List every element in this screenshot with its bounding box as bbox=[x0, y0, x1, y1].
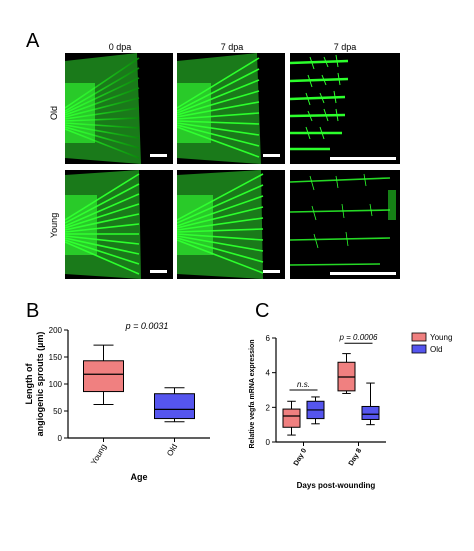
legend-label-old: Old bbox=[430, 345, 442, 354]
scale-bar bbox=[263, 154, 280, 157]
legend-label-young: Young bbox=[430, 333, 452, 342]
y-tick-label: 150 bbox=[49, 353, 63, 362]
scale-bar bbox=[150, 154, 167, 157]
y-tick-label: 4 bbox=[266, 369, 271, 378]
p-value-annotation: p = 0.0006 bbox=[338, 333, 378, 342]
x-tick-label: Young bbox=[89, 443, 108, 467]
x-tick-label: Day 8 bbox=[348, 447, 363, 467]
sprouts-image bbox=[290, 173, 396, 266]
fin-rays-image bbox=[65, 170, 141, 279]
box-young-box bbox=[83, 360, 124, 393]
y-tick-label: 200 bbox=[49, 326, 63, 335]
micrograph-old-7dpa bbox=[177, 53, 285, 164]
fin-rays-image bbox=[177, 170, 264, 279]
micrograph-young-7dpa bbox=[177, 170, 285, 279]
col-label-7dpa-a: 7 dpa bbox=[220, 42, 244, 52]
x-tick-label: Old bbox=[165, 443, 179, 458]
ns-annotation: n.s. bbox=[297, 380, 310, 389]
micrograph-old-0dpa bbox=[65, 53, 173, 164]
legend-swatch-old bbox=[411, 344, 427, 354]
col-label-7dpa-b: 7 dpa bbox=[333, 42, 357, 52]
y-axis-label-line2: angiogenic sprouts (µm) bbox=[35, 332, 45, 437]
x-axis-label: Age bbox=[130, 472, 147, 482]
scale-bar bbox=[330, 157, 396, 160]
y-tick-label: 2 bbox=[266, 403, 271, 412]
panel-b-letter: B bbox=[26, 300, 40, 322]
scale-bar bbox=[330, 272, 396, 275]
y-tick-label: 6 bbox=[266, 334, 271, 343]
scale-bar bbox=[263, 270, 280, 273]
fin-rays-image bbox=[177, 53, 261, 164]
y-axis-label: Relative vegfa mRNA expression bbox=[249, 339, 256, 448]
row-label-young: Young bbox=[49, 212, 59, 238]
p-value-annotation: p = 0.0031 bbox=[125, 321, 169, 331]
y-tick-label: 50 bbox=[53, 407, 62, 416]
col-label-0dpa: 0 dpa bbox=[108, 42, 132, 52]
x-tick-label: Day 0 bbox=[293, 447, 308, 467]
y-tick-label: 0 bbox=[266, 438, 271, 447]
micrograph-young-0dpa bbox=[65, 170, 173, 279]
micrograph-young-7dpa-zoom bbox=[290, 170, 400, 279]
box-old-box bbox=[154, 393, 195, 420]
chart-b: 0 50 100 150 200 Young Old Length of angiogeni… bbox=[24, 321, 210, 482]
micrograph-old-7dpa-zoom bbox=[290, 53, 400, 164]
sprouts-image bbox=[290, 54, 349, 151]
row-label-old: Old bbox=[49, 105, 59, 120]
box-young-0-box bbox=[282, 408, 301, 428]
box-old-1-box bbox=[361, 405, 380, 420]
x-axis-label: Days post-wounding bbox=[297, 481, 376, 490]
legend-swatch-young bbox=[411, 332, 427, 342]
chart-c: 0 2 4 6 Day 0 Day 8 Relative vegfa mRNA expre… bbox=[249, 332, 452, 490]
fin-rays-image bbox=[65, 53, 141, 164]
y-tick-label: 100 bbox=[49, 380, 63, 389]
y-axis-label-line1: Length of bbox=[24, 363, 34, 405]
panel-c-letter: C bbox=[255, 300, 270, 322]
scale-bar bbox=[150, 270, 167, 273]
panel-a-letter: A bbox=[26, 30, 40, 52]
y-tick-label: 0 bbox=[58, 434, 63, 443]
